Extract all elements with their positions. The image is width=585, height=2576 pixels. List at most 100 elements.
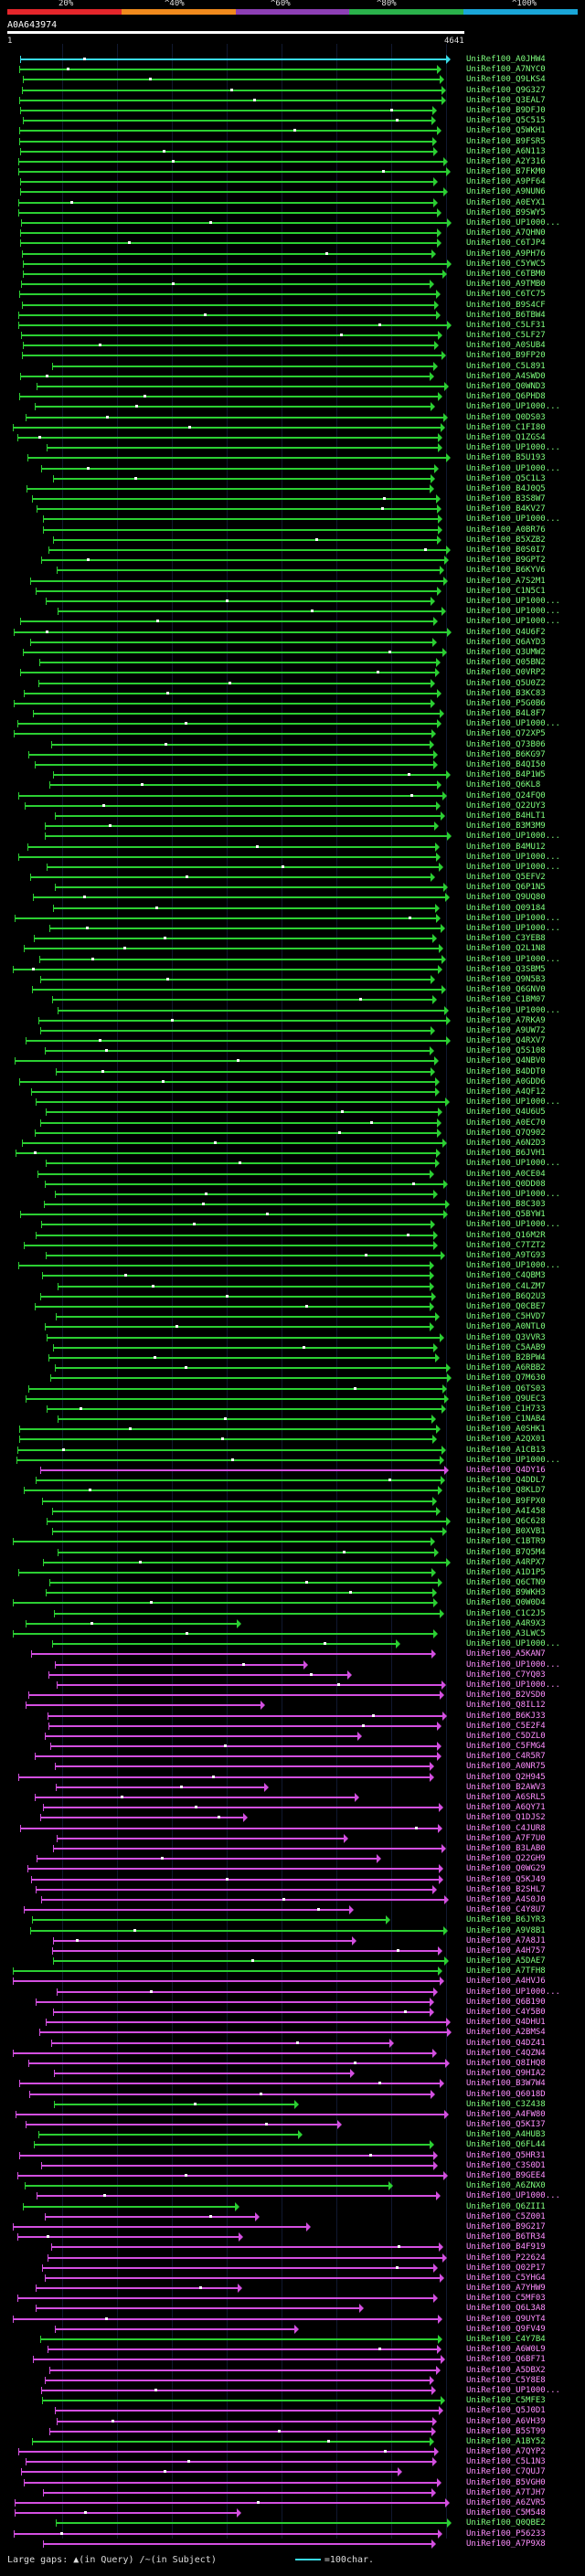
hit-label[interactable]: UniRef100_UP1000... xyxy=(466,1189,560,1199)
hit-row[interactable]: UniRef100_B6KG97 xyxy=(0,749,585,760)
hit-row[interactable]: UniRef100_C7QUJ7 xyxy=(0,2467,585,2477)
hit-label[interactable]: UniRef100_A7YHW9 xyxy=(466,2284,546,2294)
hit-row[interactable]: UniRef100_B7Q5M4 xyxy=(0,1547,585,1558)
hit-label[interactable]: UniRef100_Q9HIA2 xyxy=(466,2069,546,2079)
hit-row[interactable]: UniRef100_A7TFH8 xyxy=(0,1966,585,1977)
hit-row[interactable]: UniRef100_A4R9X3 xyxy=(0,1618,585,1629)
hit-row[interactable]: UniRef100_A4SWD0 xyxy=(0,371,585,382)
hit-label[interactable]: UniRef100_A9V8B1 xyxy=(466,1925,546,1935)
hit-label[interactable]: UniRef100_B3M3M9 xyxy=(466,822,546,832)
hit-label[interactable]: UniRef100_C5MFE3 xyxy=(466,2396,546,2406)
hit-label[interactable]: UniRef100_A7A8J1 xyxy=(466,1935,546,1945)
hit-row[interactable]: UniRef100_Q2L1N8 xyxy=(0,944,585,954)
hit-label[interactable]: UniRef100_UP1000... xyxy=(466,1455,560,1465)
hit-label[interactable]: UniRef100_Q4U6F2 xyxy=(466,627,546,637)
hit-label[interactable]: UniRef100_B6KJ33 xyxy=(466,1711,546,1721)
hit-row[interactable]: UniRef100_Q9N5B3 xyxy=(0,974,585,985)
hit-label[interactable]: UniRef100_C1BM07 xyxy=(466,995,546,1005)
hit-row[interactable]: UniRef100_Q6P1N5 xyxy=(0,883,585,893)
hit-label[interactable]: UniRef100_Q6P1N5 xyxy=(466,883,546,893)
hit-row[interactable]: UniRef100_Q4DY16 xyxy=(0,1466,585,1476)
hit-row[interactable]: UniRef100_Q6ZII1 xyxy=(0,2201,585,2212)
hit-row[interactable]: UniRef100_A0JHW4 xyxy=(0,55,585,65)
hit-label[interactable]: UniRef100_C5YHG4 xyxy=(466,2273,546,2283)
hit-label[interactable]: UniRef100_B7FKM0 xyxy=(466,167,546,177)
hit-label[interactable]: UniRef100_Q0QBE2 xyxy=(466,2518,546,2528)
hit-row[interactable]: UniRef100_A5KAN7 xyxy=(0,1649,585,1659)
hit-label[interactable]: UniRef100_A9PH76 xyxy=(466,249,546,259)
hit-label[interactable]: UniRef100_Q3VVR3 xyxy=(466,1332,546,1342)
hit-row[interactable]: UniRef100_Q6FL44 xyxy=(0,2140,585,2150)
hit-label[interactable]: UniRef100_UP1000... xyxy=(466,463,560,473)
hit-row[interactable]: UniRef100_A6ZVR5 xyxy=(0,2498,585,2508)
hit-row[interactable]: UniRef100_A9TMB0 xyxy=(0,280,585,290)
hit-row[interactable]: UniRef100_A6SRL5 xyxy=(0,1793,585,1803)
hit-row[interactable]: UniRef100_B9FSR5 xyxy=(0,136,585,147)
hit-row[interactable]: UniRef100_Q3UMW2 xyxy=(0,647,585,658)
hit-row[interactable]: UniRef100_Q0WG29 xyxy=(0,1864,585,1874)
hit-label[interactable]: UniRef100_C5L891 xyxy=(466,361,546,371)
hit-label[interactable]: UniRef100_A7TFH8 xyxy=(466,1966,546,1977)
hit-label[interactable]: UniRef100_B4F919 xyxy=(466,2242,546,2253)
hit-row[interactable]: UniRef100_Q9LKS4 xyxy=(0,75,585,85)
hit-row[interactable]: UniRef100_C1BM07 xyxy=(0,995,585,1005)
hit-label[interactable]: UniRef100_Q2H945 xyxy=(466,1772,546,1782)
hit-row[interactable]: UniRef100_B4F919 xyxy=(0,2242,585,2253)
hit-label[interactable]: UniRef100_A5KAN7 xyxy=(466,1649,546,1659)
hit-row[interactable]: UniRef100_B6TR34 xyxy=(0,2232,585,2242)
hit-row[interactable]: UniRef100_UP1000... xyxy=(0,1659,585,1670)
hit-label[interactable]: UniRef100_Q3UMW2 xyxy=(466,647,546,657)
hit-label[interactable]: UniRef100_A6RBB2 xyxy=(466,1363,546,1373)
hit-label[interactable]: UniRef100_A6SRL5 xyxy=(466,1793,546,1803)
hit-label[interactable]: UniRef100_A4R9X3 xyxy=(466,1618,546,1628)
hit-label[interactable]: UniRef100_C1FI80 xyxy=(466,422,546,432)
hit-row[interactable]: UniRef100_C5LF31 xyxy=(0,320,585,331)
hit-label[interactable]: UniRef100_UP1000... xyxy=(466,218,560,228)
hit-row[interactable]: UniRef100_Q7M630 xyxy=(0,1373,585,1383)
hit-row[interactable]: UniRef100_A3LWC5 xyxy=(0,1629,585,1639)
hit-label[interactable]: UniRef100_C5Z001 xyxy=(466,2211,546,2221)
hit-label[interactable]: UniRef100_A4H757 xyxy=(466,1945,546,1956)
hit-label[interactable]: UniRef100_A7TJH7 xyxy=(466,2487,546,2497)
hit-row[interactable]: UniRef100_C3Z438 xyxy=(0,2099,585,2110)
hit-row[interactable]: UniRef100_Q5EFV2 xyxy=(0,873,585,883)
hit-label[interactable]: UniRef100_A1CB13 xyxy=(466,1445,546,1455)
hit-label[interactable]: UniRef100_Q6AYD3 xyxy=(466,637,546,647)
hit-row[interactable]: UniRef100_Q6C628 xyxy=(0,1516,585,1527)
hit-label[interactable]: UniRef100_UP1000... xyxy=(466,1639,560,1649)
hit-row[interactable]: UniRef100_C5L1N3 xyxy=(0,2457,585,2467)
hit-label[interactable]: UniRef100_C3YEB8 xyxy=(466,934,546,944)
hit-label[interactable]: UniRef100_B5ST99 xyxy=(466,2426,546,2436)
hit-label[interactable]: UniRef100_Q5KI37 xyxy=(466,2120,546,2130)
hit-row[interactable]: UniRef100_Q5WKH1 xyxy=(0,126,585,136)
hit-row[interactable]: UniRef100_B8C303 xyxy=(0,1200,585,1210)
hit-row[interactable]: UniRef100_Q2H945 xyxy=(0,1772,585,1783)
hit-label[interactable]: UniRef100_B4J0Q5 xyxy=(466,483,546,493)
hit-row[interactable]: UniRef100_A9NUN6 xyxy=(0,187,585,197)
hit-label[interactable]: UniRef100_UP1000... xyxy=(466,617,560,627)
hit-row[interactable]: UniRef100_Q5KJ49 xyxy=(0,1874,585,1885)
hit-label[interactable]: UniRef100_C6TC75 xyxy=(466,290,546,300)
hit-label[interactable]: UniRef100_A7S2M1 xyxy=(466,576,546,586)
hit-label[interactable]: UniRef100_Q0W0D4 xyxy=(466,1598,546,1608)
hit-label[interactable]: UniRef100_C4R5R7 xyxy=(466,1752,546,1762)
hit-label[interactable]: UniRef100_Q72XP5 xyxy=(466,729,546,739)
hit-label[interactable]: UniRef100_B9FP20 xyxy=(466,351,546,361)
hit-row[interactable]: UniRef100_UP1000... xyxy=(0,1159,585,1169)
hit-label[interactable]: UniRef100_Q0DS03 xyxy=(466,412,546,422)
hit-row[interactable]: UniRef100_C4QZN4 xyxy=(0,2048,585,2059)
hit-label[interactable]: UniRef100_A6ZNX0 xyxy=(466,2181,546,2191)
hit-label[interactable]: UniRef100_B9S4CF xyxy=(466,300,546,310)
hit-label[interactable]: UniRef100_A2Y316 xyxy=(466,156,546,166)
hit-row[interactable]: UniRef100_A7QHN0 xyxy=(0,228,585,239)
hit-row[interactable]: UniRef100_A4H757 xyxy=(0,1945,585,1956)
hit-row[interactable]: UniRef100_Q4RXV7 xyxy=(0,1036,585,1046)
hit-label[interactable]: UniRef100_C1H733 xyxy=(466,1404,546,1414)
hit-label[interactable]: UniRef100_Q5J0D1 xyxy=(466,2406,546,2416)
hit-label[interactable]: UniRef100_Q6GNV0 xyxy=(466,985,546,995)
hit-row[interactable]: UniRef100_Q9UYT4 xyxy=(0,2314,585,2325)
hit-row[interactable]: UniRef100_C5L891 xyxy=(0,361,585,372)
hit-label[interactable]: UniRef100_A6VH39 xyxy=(466,2416,546,2426)
hit-label[interactable]: UniRef100_C5Y8E8 xyxy=(466,2375,546,2385)
hit-row[interactable]: UniRef100_Q6BF71 xyxy=(0,2355,585,2365)
